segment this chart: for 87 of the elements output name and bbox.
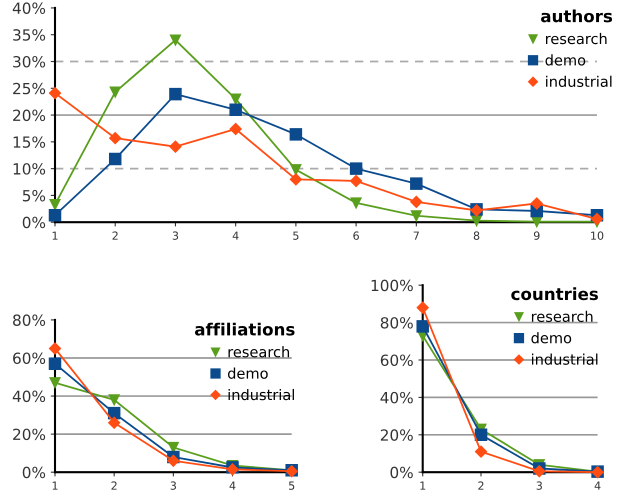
- point: [590, 212, 604, 226]
- legend-title: authors: [541, 9, 612, 22]
- point: [474, 446, 488, 458]
- point: [474, 428, 488, 442]
- point: [48, 342, 62, 355]
- y-tick-label: 0%: [22, 216, 46, 228]
- x-tick-label: 1: [52, 232, 58, 240]
- legend-label: demo: [228, 368, 268, 379]
- y-tick-label: 20%: [13, 110, 46, 122]
- point: [108, 152, 122, 166]
- y-tick-label: 100%: [372, 280, 413, 292]
- point: [230, 93, 242, 105]
- point: [410, 196, 422, 208]
- point: [108, 394, 120, 406]
- legend-label: research: [546, 32, 607, 44]
- legend-label: demo: [545, 54, 586, 66]
- y-tick-label: 35%: [13, 29, 46, 41]
- point: [48, 357, 62, 370]
- x-tick-label: 2: [478, 481, 484, 490]
- legend-title: countries: [511, 287, 598, 300]
- x-tick-label: 1: [52, 482, 58, 490]
- legend-label: demo: [531, 332, 572, 344]
- point: [230, 122, 242, 136]
- y-tick-label: 10%: [14, 163, 46, 175]
- point: [167, 454, 180, 467]
- point: [108, 416, 120, 429]
- point: [49, 198, 61, 210]
- point: [533, 465, 546, 478]
- x-tick-label: 4: [232, 232, 239, 240]
- point: [290, 164, 302, 176]
- x-tick-label: 2: [112, 231, 118, 240]
- x-tick-label: 3: [172, 231, 178, 240]
- legend-label: industrial: [546, 76, 612, 88]
- y-tick-label: 40%: [12, 390, 46, 402]
- point: [49, 377, 61, 388]
- point: [109, 132, 122, 144]
- x-tick-label: 9: [534, 231, 540, 240]
- point: [416, 302, 429, 314]
- point: [350, 174, 362, 188]
- x-tick-label: 4: [594, 482, 601, 490]
- x-tick-label: 3: [170, 481, 176, 490]
- point: [170, 34, 181, 46]
- legend-label: research: [532, 310, 592, 322]
- y-tick-label: 15%: [14, 136, 46, 148]
- point: [350, 197, 362, 208]
- y-tick-label: 20%: [380, 429, 413, 441]
- y-tick-label: 40%: [380, 392, 413, 404]
- point: [290, 173, 302, 186]
- x-tick-label: 6: [353, 231, 359, 240]
- x-tick-label: 5: [289, 482, 294, 490]
- point: [169, 140, 182, 153]
- y-tick-label: 5%: [22, 190, 46, 202]
- legend-label: research: [228, 346, 290, 358]
- legend-label: industrial: [228, 388, 294, 400]
- point: [531, 216, 542, 228]
- point: [410, 210, 422, 222]
- y-tick-label: 0%: [22, 466, 46, 478]
- point: [229, 103, 242, 116]
- x-tick-label: 3: [536, 481, 542, 490]
- y-tick-label: 20%: [13, 428, 46, 440]
- point: [110, 86, 121, 98]
- legend-title: affiliations: [194, 322, 295, 336]
- y-tick-label: 80%: [380, 317, 413, 329]
- point: [530, 197, 543, 210]
- point: [48, 208, 62, 222]
- y-tick-label: 30%: [13, 56, 46, 68]
- y-tick-label: 0%: [390, 466, 413, 478]
- y-tick-label: 60%: [380, 354, 413, 366]
- y-tick-label: 80%: [13, 314, 46, 326]
- point: [48, 87, 62, 100]
- point: [470, 215, 482, 226]
- point: [410, 177, 423, 190]
- x-tick-label: 1: [420, 482, 426, 490]
- y-tick-label: 60%: [13, 352, 46, 364]
- x-tick-label: 2: [111, 481, 117, 490]
- x-tick-label: 5: [293, 232, 298, 240]
- x-tick-label: 7: [414, 232, 419, 240]
- point: [290, 128, 302, 141]
- point: [416, 320, 429, 333]
- legend-label: industrial: [532, 354, 598, 365]
- x-tick-label: 4: [230, 482, 236, 490]
- point: [169, 88, 182, 100]
- y-tick-label: 25%: [13, 82, 46, 94]
- y-tick-label: 40%: [12, 2, 46, 14]
- x-tick-label: 8: [474, 231, 480, 240]
- point: [350, 162, 362, 175]
- x-tick-label: 10: [591, 231, 604, 240]
